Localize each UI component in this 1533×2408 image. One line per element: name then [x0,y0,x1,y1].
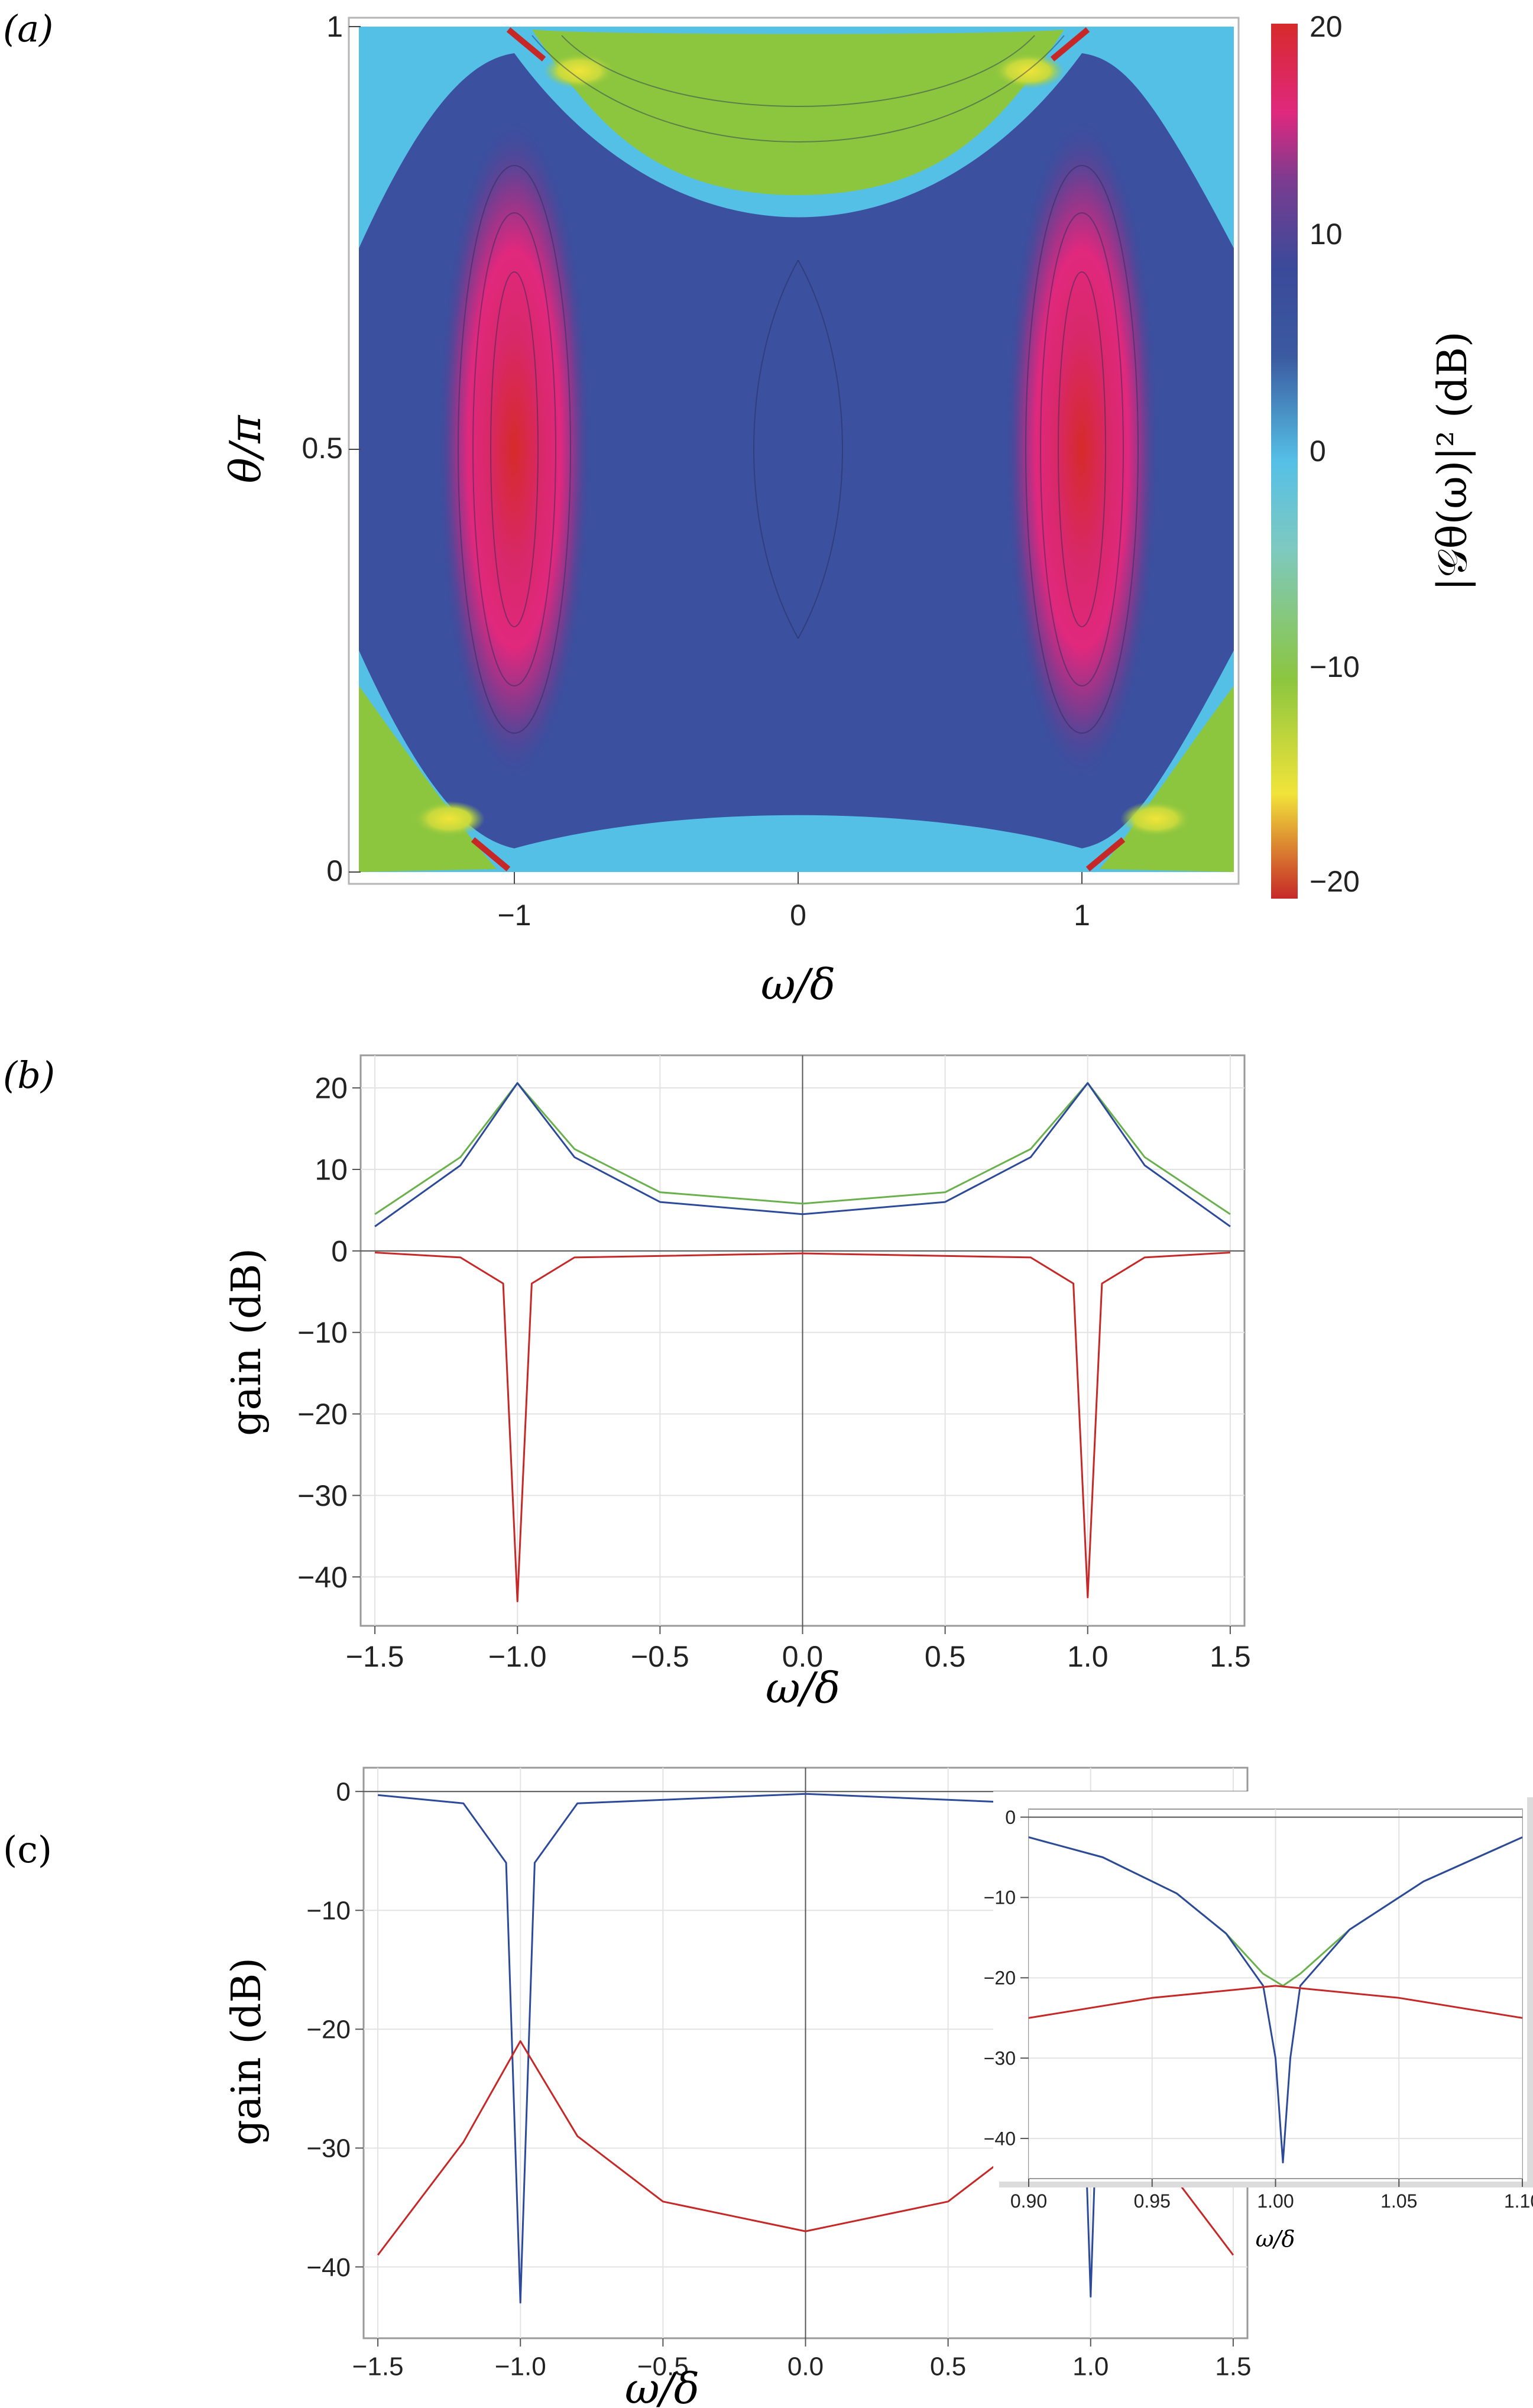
plot-b-xtick-label: −1.0 [488,1640,547,1673]
heatmap-green-bottom-left [359,686,497,872]
plot-b-ytick-label: −20 [297,1398,348,1431]
inset-ytick-label: −30 [984,2047,1016,2069]
plot-c-xlabel: ω/δ [625,2364,699,2408]
plot-b-area [361,1055,1244,1626]
plot-c-xtick-label: 0.0 [787,2352,824,2381]
inset-plot-area [1029,1809,1522,2179]
plot-c-inset: 0.90 0.95 1.00 1.05 1.10 0 −10 −20 −30 −40 ω/δ [984,1791,1533,2252]
heatmap-xtick-label: 0 [790,899,806,932]
inset-xtick-label: 1.10 [1504,2190,1533,2212]
plot-b-series-red [375,1252,1230,1603]
heatmap-ylabel: θ/π [221,414,270,484]
colorbar-tick-label: 0 [1310,435,1326,468]
inset-xtick-label: 0.90 [1010,2190,1047,2212]
plot-b-series-blue [374,1082,1231,1227]
plot-b-xtick-label: 0.5 [925,1640,966,1673]
plot-c-xtick-label: 1.0 [1072,2352,1109,2381]
plot-b-xtick-label: −0.5 [631,1640,689,1673]
heatmap-min-streak [1050,27,1090,61]
plot-c-axes: −1.5 −1.0 −0.5 0.0 0.5 1.0 1.5 0 −10 −20 −30 −40 [306,1778,1251,2381]
heatmap-green-bottom-right [1100,686,1234,872]
plot-b-ytick-label: −40 [297,1561,348,1594]
heatmap-xtick-label: −1 [497,899,531,932]
inset-xtick-label: 0.95 [1134,2190,1171,2212]
heatmap-ytick-label: 1 [326,10,343,43]
inset-axes: 0.90 0.95 1.00 1.05 1.10 0 −10 −20 −30 −40 [984,1807,1533,2212]
inset-series-blue [1029,1836,1522,2164]
panel-c-label: (c) [3,1828,52,1871]
plot-b-xtick-label: 0.0 [782,1640,824,1673]
heatmap-ytick-label: 0.5 [302,432,343,465]
heatmap-yellow-spot [993,53,1064,89]
plot-b-ytick-label: 10 [315,1153,348,1187]
heatmap-lobe-right [1005,118,1159,780]
plot-c-xtick-label: 1.5 [1215,2352,1251,2381]
heatmap-min-streak [1085,837,1126,871]
plot-b-ylabel: gain (dB) [223,1248,270,1436]
inset-xtick-label: 1.00 [1257,2190,1294,2212]
heatmap-yellow-spot [414,801,485,837]
plot-b-axes: −1.5 −1.0 −0.5 0.0 0.5 1.0 1.5 20 10 0 −10 −20 −30 −4… [297,1072,1250,1673]
heatmap-contours [458,35,1139,734]
plot-c-ytick-label: −30 [306,2134,351,2163]
heatmap-lobe-left [437,118,591,780]
heatmap [359,27,1234,872]
panel-c: (c) −1.5 −1.0 −0.5 0.0 0.5 1.0 1.5 0 −10 −20 −30 −4… [3,1767,1533,2408]
colorbar [1271,24,1298,899]
plot-c-ytick-label: −40 [306,2253,351,2282]
colorbar-tick-label: 10 [1310,218,1343,251]
heatmap-yellow-spot [1120,801,1191,837]
plot-b-xtick-label: 1.5 [1210,1640,1251,1673]
panel-a: (a) [3,7,1476,1009]
colorbar-tick-label: 20 [1310,10,1343,43]
plot-b-ytick-label: −30 [297,1479,348,1512]
heatmap-yellow-spot [544,53,615,89]
plot-c-ylabel: gain (dB) [223,1957,270,2146]
plot-b-ytick-label: 20 [315,1072,348,1105]
plot-b-xtick-label: 1.0 [1067,1640,1109,1673]
colorbar-tick-label: −10 [1310,650,1360,683]
heatmap-xtick-label: 1 [1074,899,1090,932]
plot-b-ytick-label: 0 [331,1234,348,1268]
plot-c-xtick-label: −1.5 [352,2352,404,2381]
plot-c-xtick-label: 0.5 [930,2352,966,2381]
inset-ytick-label: −40 [984,2128,1016,2149]
panel-b-label: (b) [3,1054,55,1097]
plot-b-ytick-label: −10 [297,1316,348,1349]
inset-series-red [1029,1985,1522,2019]
heatmap-green-top [532,30,1064,195]
plot-b-xlabel: ω/δ [766,1663,840,1713]
colorbar-tick-label: −20 [1310,865,1360,898]
panel-b: (b) −1.5 −1.0 −0.5 0.0 0.5 1.0 1.520100−10−20−… [3,1054,1251,1713]
heatmap-ytick-label: 0 [326,854,343,887]
heatmap-min-streak [506,27,546,61]
inset-ytick-label: −10 [984,1887,1016,1908]
inset-ytick-label: 0 [1005,1807,1016,1828]
plot-b-series-green [374,1082,1231,1216]
plot-c-xtick-label: −1.0 [495,2352,546,2381]
plot-b-xtick-label: −1.5 [346,1640,404,1673]
colorbar-label: |𝒢θ(ω)|² (dB) [1430,331,1476,591]
inset-xtick-label: 1.05 [1380,2190,1417,2212]
heatmap-min-streak [471,837,511,871]
heatmap-xlabel: ω/δ [761,960,835,1009]
plot-c-ytick-label: 0 [336,1778,351,1807]
plot-c-ytick-label: −20 [306,2015,351,2044]
inset-xlabel: ω/δ [1256,2226,1295,2252]
heatmap-axis-ticks [349,26,1083,884]
plot-c-ytick-label: −10 [306,1897,351,1926]
inset-ytick-label: −20 [984,1968,1016,1989]
panel-a-label: (a) [3,7,53,50]
plot-c-xtick-label: −0.5 [637,2352,689,2381]
